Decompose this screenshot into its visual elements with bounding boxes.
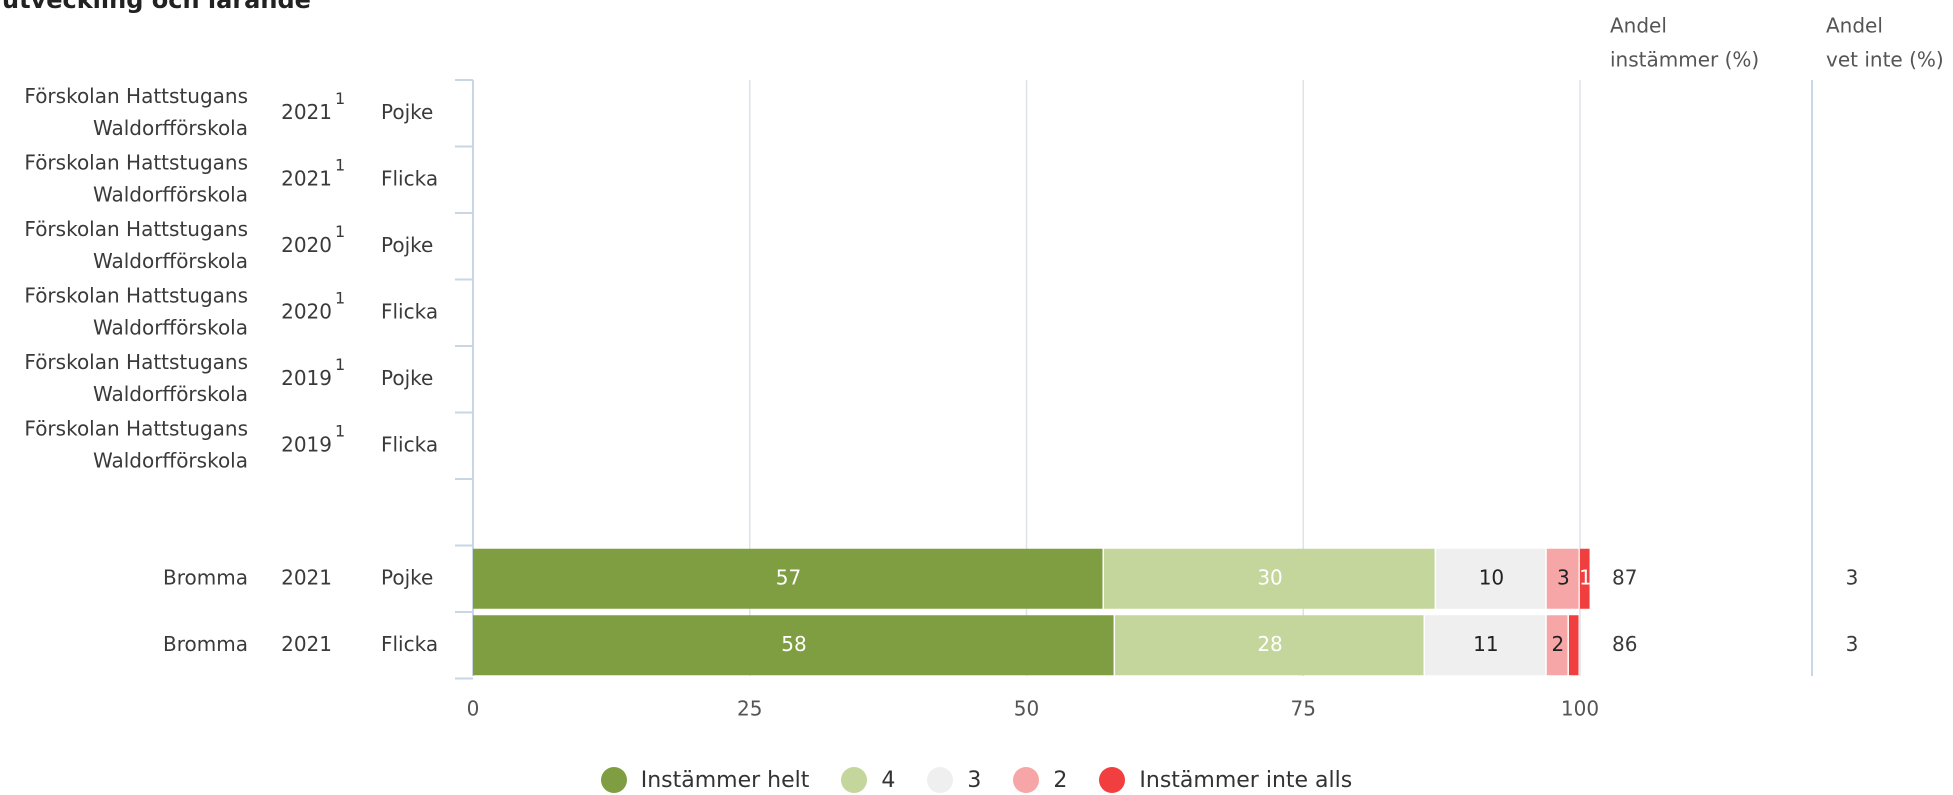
bar-value-label: 1 [1579,565,1592,589]
legend-swatch [841,767,868,793]
row-label-school: Waldorfförskola [93,249,248,273]
row-label-school: Förskolan Hattstugans [24,416,248,440]
x-tick-label: 50 [1014,697,1039,721]
row-label-school: Waldorfförskola [93,382,248,406]
row-label-footnote: 1 [335,155,345,174]
andel-vet-inte-value: 3 [1846,565,1859,589]
bar-segment [1103,548,1435,609]
row-label-year: 2020 [281,299,332,323]
row-label-footnote: 1 [335,288,345,307]
row-label-footnote: 1 [335,355,345,374]
header-andel-vet-inte: Andel [1826,14,1883,38]
row-label-year: 2021 [281,166,332,190]
bar-value-label: 2 [1551,632,1564,656]
x-tick-label: 25 [737,697,762,721]
bar-segment [473,548,1103,609]
row-label-footnote: 1 [335,89,345,108]
row-label-area: Bromma [163,632,248,656]
bar-segment [1580,548,1590,609]
row-label-year: 2021 [281,632,332,656]
x-tick-label: 75 [1291,697,1316,721]
row-label-year: 2021 [281,565,332,589]
row-label-school: Förskolan Hattstugans [24,150,248,174]
row-label-gender: Flicka [381,166,438,190]
legend-item-2[interactable]: 2 [1013,767,1067,793]
row-label-year: 2020 [281,233,332,257]
header-andel-instammer: instämmer (%) [1610,48,1759,72]
row-label-year: 2019 [281,432,332,456]
row-label-year: 2019 [281,366,332,390]
bar-segment [1568,615,1579,676]
bar-value-label: 10 [1479,565,1504,589]
chart-legend: Instämmer helt 4 3 2 Instämmer inte alls [0,765,1953,795]
legend-item-instammer-inte-alls[interactable]: Instämmer inte alls [1099,767,1352,793]
legend-swatch [1013,767,1040,793]
legend-item-4[interactable]: 4 [841,767,895,793]
row-label-school: Waldorfförskola [93,182,248,206]
legend-label: 3 [967,767,982,793]
header-andel-instammer: Andel [1610,14,1667,38]
row-label-area: Bromma [163,565,248,589]
bar-segment [1546,548,1579,609]
bar-segment [473,615,1114,676]
bar-value-label: 11 [1473,632,1498,656]
legend-label: Instämmer inte alls [1139,767,1353,793]
x-tick-label: 100 [1561,697,1599,721]
andel-vet-inte-value: 3 [1846,632,1859,656]
bar-segment [1425,615,1546,676]
row-label-footnote: 1 [335,222,345,241]
legend-swatch [600,767,627,793]
row-label-gender: Pojke [381,233,433,257]
bar-value-label: 57 [776,565,801,589]
chart-title: utveckling och lärande [2,0,1562,28]
row-label-gender: Pojke [381,100,433,124]
bar-segment [1546,615,1568,676]
row-label-gender: Pojke [381,565,433,589]
legend-label: Instämmer helt [640,767,810,793]
row-label-school: Waldorfförskola [93,116,248,140]
x-tick-label: 0 [467,697,480,721]
bar-value-label: 3 [1557,565,1570,589]
bar-value-label: 28 [1257,632,1282,656]
stacked-bar-chart: 0 25 50 75 100 Andel instämmer (%) Andel vet int… [24,14,1944,721]
bar-value-label: 58 [781,632,806,656]
legend-label: 4 [881,767,896,793]
legend-swatch [927,767,954,793]
row-label-gender: Pojke [381,366,433,390]
row-label-footnote: 1 [335,421,345,440]
andel-instammer-value: 86 [1612,632,1637,656]
legend-item-3[interactable]: 3 [927,767,981,793]
andel-instammer-value: 87 [1612,565,1637,589]
row-label-school: Waldorfförskola [93,448,248,472]
legend-label: 2 [1053,767,1068,793]
row-label-school: Förskolan Hattstugans [24,283,248,307]
row-label-gender: Flicka [381,432,438,456]
row-label-gender: Flicka [381,299,438,323]
bar-segment [1436,548,1546,609]
bar-segment [1115,615,1424,676]
header-andel-vet-inte: vet inte (%) [1826,48,1944,72]
row-label-gender: Flicka [381,632,438,656]
legend-item-instammer-helt[interactable]: Instämmer helt [600,767,810,793]
row-label-school: Förskolan Hattstugans [24,350,248,374]
row-label-school: Förskolan Hattstugans [24,84,248,108]
row-label-year: 2021 [281,100,332,124]
legend-swatch [1099,767,1126,793]
bar-value-label: 30 [1257,565,1282,589]
row-label-school: Förskolan Hattstugans [24,217,248,241]
row-label-school: Waldorfförskola [93,315,248,339]
chart-title-line-2: utveckling och lärande [2,0,311,14]
